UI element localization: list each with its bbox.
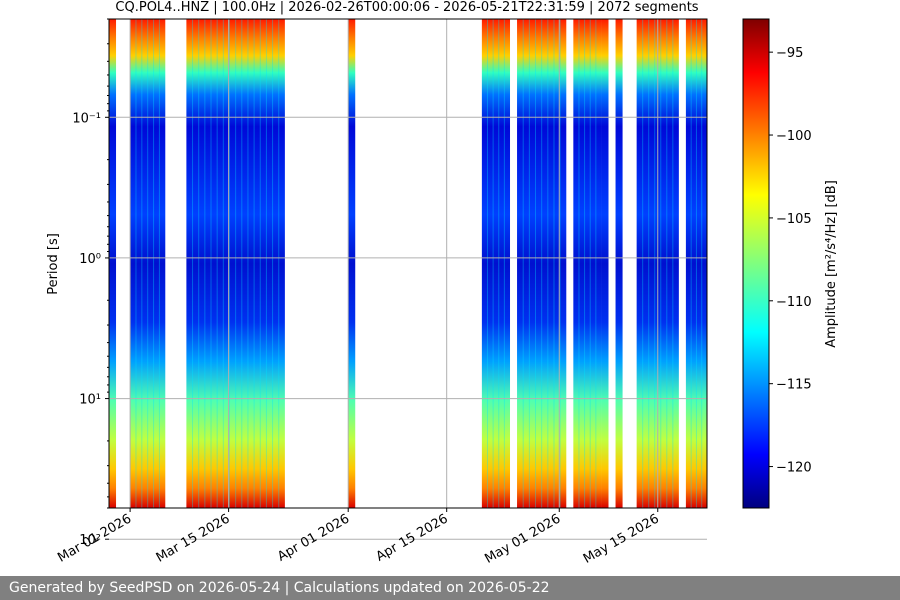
y-tick-label: 10⁻¹ [72,111,101,126]
data-interval [573,19,602,508]
plot-area [108,18,708,540]
data-interval [348,19,356,508]
data-interval [109,19,117,508]
x-tick-label: Apr 01 2026 [275,511,352,564]
colorbar-tick-label: −110 [776,295,812,310]
y-axis-label: Period [s] [46,233,61,295]
colorbar-tick-label: −95 [776,46,803,61]
colorbar-gradient [742,18,770,509]
data-interval [481,19,511,508]
y-tick-label: 10² [79,533,101,548]
y-axis: 10⁻¹ 10⁰ 10¹ 10² [72,18,109,548]
y-tick-label: 10⁰ [79,252,101,267]
grid-lines [109,19,707,540]
data-interval [130,19,166,508]
plot-frame [108,18,708,509]
x-axis: Mar 01 2026 Mar 15 2026 Apr 01 2026 Apr 15 … [55,508,662,567]
spectrogram-chart: CQ.POL4..HNZ | 100.0Hz | 2026-02-26T00:0… [46,0,839,567]
x-tick-label: Mar 01 2026 [55,511,134,565]
data-interval [615,19,623,508]
y-tick-label: 10¹ [79,393,101,408]
data-interval [186,19,285,508]
colorbar-label: Amplitude [m²/s⁴/Hz] [dB] [824,180,839,348]
colorbar-tick-label: −115 [776,378,812,393]
colorbar-tick-label: −100 [776,129,812,144]
data-interval [517,19,567,508]
x-tick-label: Apr 15 2026 [374,511,451,564]
x-tick-label: Mar 15 2026 [154,511,233,565]
colorbar: −95 −100 −105 −110 −115 −120 Amplitude [m²/s⁴… [742,18,839,509]
data-interval [685,19,707,508]
data-interval [601,19,609,508]
colorbar-tick-label: −120 [776,461,812,476]
colorbar-tick-label: −105 [776,212,812,227]
chart-title: CQ.POL4..HNZ | 100.0Hz | 2026-02-26T00:0… [115,0,698,15]
footer-text: Generated by SeedPSD on 2026-05-24 | Cal… [0,576,900,600]
